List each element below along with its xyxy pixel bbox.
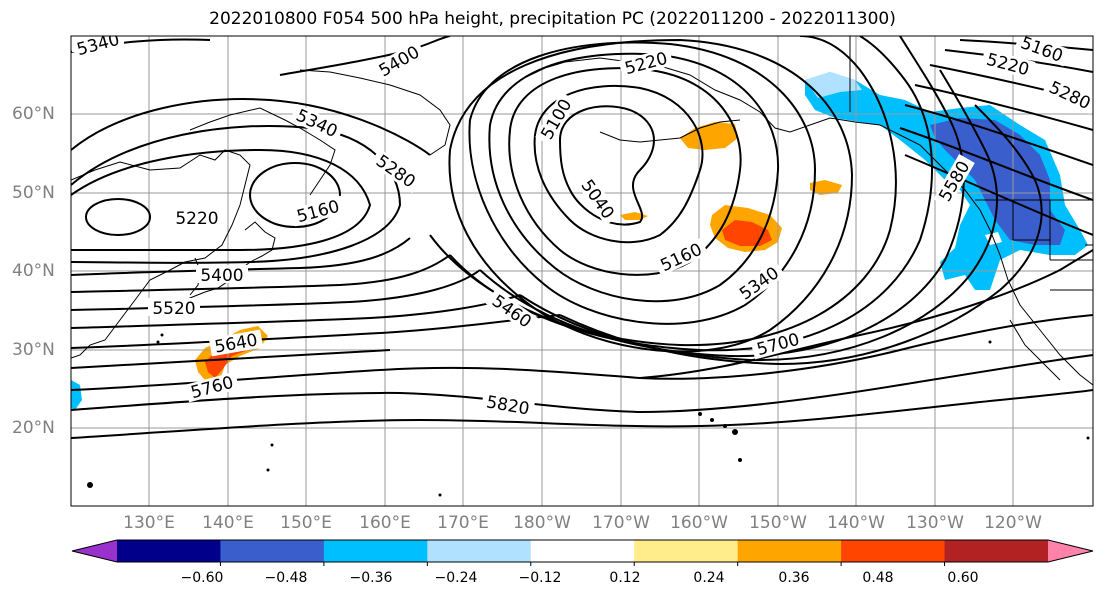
colorbar-tick-label: 0.12 [609,570,641,586]
colorbar-segment [841,540,946,562]
lon-label: 120°W [984,513,1042,533]
lat-label: 20°N [12,418,55,438]
lon-label: 170°E [437,513,489,533]
chart-title: 2022010800 F054 500 hPa height, precipit… [209,9,896,29]
colorbar-extend-high [1048,540,1093,562]
colorbar-tick-label: −0.24 [434,570,478,586]
contour-5340-west [71,98,431,156]
colorbar-tick-label: 0.36 [778,570,810,586]
lat-label: 30°N [12,340,55,360]
lon-label: 180°W [513,513,571,533]
siberia-coast [299,69,451,156]
colorbar-tick-label: 0.60 [947,570,979,586]
alaska-coast [519,57,981,211]
colorbar-tick-label: 0.24 [693,570,725,586]
colorbar-tick-label: 0.48 [862,570,894,586]
lat-label: 50°N [12,183,55,203]
contour-low-west-1 [85,198,151,236]
contour-5700-w [71,349,391,369]
lon-label: 160°E [359,513,411,533]
na-west-coast [979,209,1093,386]
colorbar-segment [737,540,842,562]
colorbar-tick-label: −0.12 [518,570,562,586]
contour-5580 [71,294,521,329]
height-contours [71,36,1093,439]
shade-gulf-small [810,180,842,195]
contour-ne-a [914,84,1093,131]
shade-na-light [805,72,862,98]
shade-aleutian-positive [680,122,738,150]
contour-label-masks [72,36,1093,419]
contour-label: 5520 [152,299,195,319]
lon-label: 160°W [670,513,728,533]
contour-5640-c [559,104,1043,366]
lon-label: 140°W [827,513,885,533]
colorbar-extend-low [72,540,117,562]
contour-5160 [508,67,742,276]
contour-5820 [71,354,1093,414]
colorbar-segment [323,540,428,562]
asia-coast [71,149,251,359]
contour-ne-d [904,154,1093,236]
lon-label: 150°W [749,513,807,533]
lon-label: 130°E [123,513,175,533]
contour-label: 5400 [200,266,243,286]
contour-ne-b [904,104,1093,166]
colorbar-tick-label: −0.36 [349,570,393,586]
contour-low-west-2 [249,162,341,228]
lon-label: 170°W [592,513,650,533]
contour-5640 [71,314,561,349]
contour-5220 [488,52,780,303]
lat-label: 40°N [12,261,55,281]
contour-5460-west [71,254,451,293]
colorbar-segment [530,540,635,562]
contour-5880 [71,389,1093,439]
baja-coast [1009,319,1061,381]
contour-5700-c [639,249,1093,379]
colorbar-outline [71,539,1094,563]
aleutians [599,119,741,143]
colorbar-segment [427,540,532,562]
contour-5520 [71,269,481,311]
state-lines [1012,200,1093,291]
shade-west-edge [71,380,82,410]
colorbar-segment [220,540,325,562]
lon-label: 150°E [280,513,332,533]
lat-label: 60°N [12,104,55,124]
colorbar-tick-label: −0.48 [264,570,308,586]
colorbar [71,539,1094,566]
colorbar-segment [634,540,739,562]
colorbar-segment [944,540,1049,562]
colorbar-tick-label: −0.60 [180,570,224,586]
contour-label: 5220 [175,209,218,229]
lon-label: 130°W [906,513,964,533]
contour-ne-c [899,127,1093,201]
map-frame [70,35,1094,507]
colorbar-segment [117,540,221,562]
contour-5760 [71,314,1093,391]
contour-5280-west [71,124,402,264]
contour-5220-west [71,148,372,252]
contour-5100 [533,84,704,244]
contour-5040 [558,105,655,226]
lon-label: 140°E [202,513,254,533]
contour-5460-c [449,36,933,352]
contour-5400-west [71,237,411,276]
